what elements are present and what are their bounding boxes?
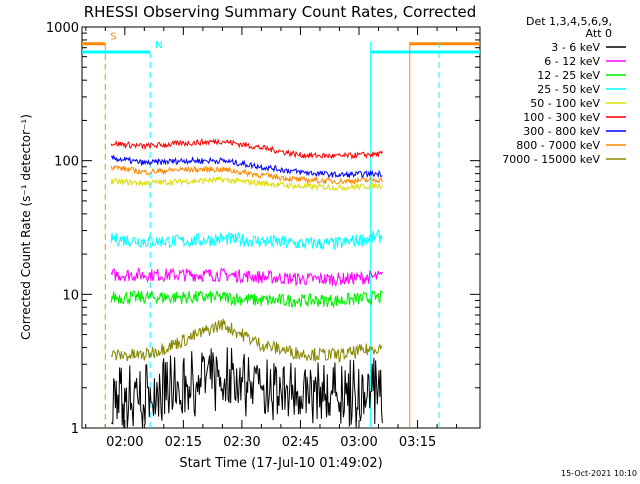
series-line-1 [110,267,383,287]
series-layer [110,137,383,429]
x-tick-label: 02:30 [223,435,260,450]
legend-label-7: 800 - 7000 keV [516,139,600,152]
legend-label-1: 6 - 12 keV [544,55,600,68]
legend-label-0: 3 - 6 keV [551,41,600,54]
legend-label-6: 300 - 800 keV [523,125,600,138]
series-line-3 [110,228,383,251]
series-line-7 [110,164,383,186]
axis-ticks: 1 10 100 1000 02:00 02:15 02:30 02:45 03:00 03:15 [46,21,480,450]
legend-label-3: 25 - 50 keV [537,83,600,96]
y-tick-label: 10 [62,288,79,303]
series-line-2 [110,289,383,309]
x-tick-label: 02:15 [165,435,202,450]
series-line-6 [110,155,383,179]
series-line-5 [110,137,383,160]
x-axis-label: Start Time (17-Jul-10 01:49:02) [179,456,382,471]
legend-header-line-1: Det 1,3,4,5,6,9, [526,15,612,28]
legend-header-line-2: Att 0 [586,27,612,40]
x-tick-label: 03:15 [399,435,436,450]
footer-date: 15-Oct-2021 10:10 [561,469,637,478]
series-line-4 [110,175,383,192]
legend-label-5: 100 - 300 keV [523,111,600,124]
legend-label-4: 50 - 100 keV [530,97,600,110]
marker-label-S: S [110,32,116,43]
y-axis-label: Corrected Count Rate (s⁻¹ detector⁻¹) [19,114,33,340]
x-tick-label: 02:45 [282,435,319,450]
marker-label-N: N [155,40,162,51]
x-tick-label: 03:00 [340,435,377,450]
y-tick-label: 100 [54,155,79,170]
legend-label-2: 12 - 25 keV [537,69,600,82]
series-line-8 [110,318,383,363]
y-tick-label: 1000 [46,21,79,36]
series-line-0 [110,347,383,429]
x-tick-label: 02:00 [106,435,143,450]
chart-title: RHESSI Observing Summary Count Rates, Co… [84,3,477,21]
y-tick-label: 1 [71,422,79,437]
legend-label-8: 7000 - 15000 keV [502,153,600,166]
